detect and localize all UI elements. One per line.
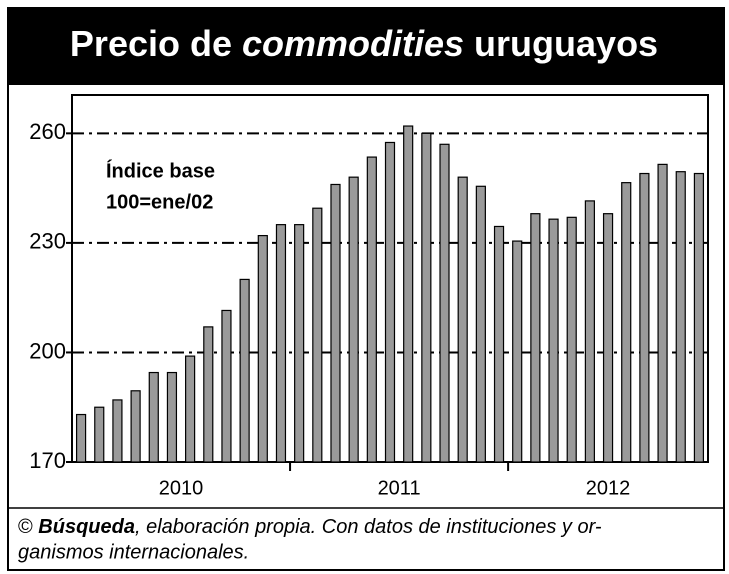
title-part: uruguayos <box>464 23 658 64</box>
source-part: © <box>18 516 38 538</box>
bar <box>112 399 123 463</box>
bar <box>512 240 523 463</box>
bar <box>439 143 450 463</box>
bar <box>639 172 650 463</box>
x-group-label: 2011 <box>378 477 421 499</box>
x-group-label: 2010 <box>159 477 204 499</box>
bar <box>94 406 105 463</box>
bar <box>130 390 141 463</box>
bar <box>294 224 305 463</box>
bar <box>166 371 178 463</box>
bar <box>566 216 577 463</box>
annotation: 100=ene/02 <box>106 191 213 213</box>
bar <box>421 132 432 463</box>
bar <box>657 163 668 463</box>
bar <box>403 125 414 463</box>
y-tick-label: 170 <box>29 448 66 473</box>
bar <box>75 413 87 463</box>
y-tick-label: 260 <box>29 119 66 144</box>
source-part: , elaboración propia. Con datos de insti… <box>135 516 602 538</box>
title-part: commodities <box>242 23 464 64</box>
bar <box>366 156 377 463</box>
y-tick-label: 230 <box>29 229 66 254</box>
source-note: ganismos internacionales. <box>18 541 249 563</box>
bar <box>239 278 250 463</box>
title-part: Precio de <box>70 23 242 64</box>
bar <box>602 213 614 463</box>
bar <box>621 182 632 463</box>
x-group-label: 2012 <box>586 477 631 499</box>
bar <box>203 326 214 463</box>
bar <box>457 176 468 463</box>
bar <box>675 171 686 463</box>
y-tick-label: 200 <box>29 338 66 363</box>
bar <box>275 224 287 463</box>
source-note: © Búsqueda, elaboración propia. Con dato… <box>18 516 602 538</box>
bar <box>221 309 232 463</box>
bar <box>493 225 505 463</box>
bar <box>312 207 323 463</box>
bar <box>530 213 541 463</box>
annotation: Índice base <box>106 159 215 182</box>
bar <box>257 234 268 463</box>
bar <box>584 200 595 463</box>
bar <box>693 172 705 463</box>
bar <box>148 371 159 463</box>
chart-title: Precio de commodities uruguayos <box>70 23 658 64</box>
title-bar <box>9 9 723 85</box>
bar <box>384 141 396 463</box>
bar <box>548 218 559 463</box>
bar <box>475 185 486 463</box>
bar <box>348 176 359 463</box>
source-part: Búsqueda <box>38 516 135 538</box>
bar <box>330 183 341 463</box>
bar <box>185 355 196 463</box>
